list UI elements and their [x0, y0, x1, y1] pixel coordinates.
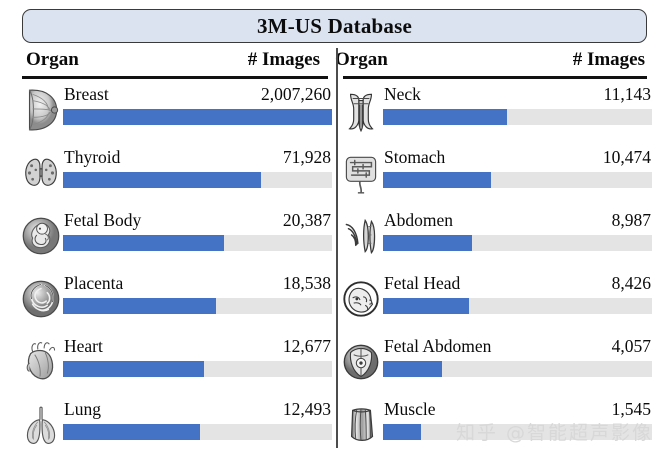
- image-count: 2,007,260: [261, 84, 331, 104]
- stomach-icon: [340, 149, 382, 197]
- page-title: 3M-US Database: [256, 13, 413, 38]
- organ-label: Fetal Body: [64, 210, 142, 230]
- breast-icon: [20, 86, 62, 134]
- image-count: 18,538: [282, 273, 331, 293]
- organ-label: Placenta: [64, 273, 124, 293]
- image-count: 4,057: [611, 336, 651, 356]
- organ-label: Stomach: [384, 147, 446, 167]
- heart-icon: [20, 338, 62, 386]
- table-row: Neck 11,143: [340, 84, 652, 147]
- column-divider: [336, 48, 338, 448]
- column-headers: Organ # Images Organ # Images: [22, 48, 647, 80]
- bar-fill: [63, 172, 261, 188]
- bar-fill: [63, 235, 225, 251]
- image-count: 20,387: [282, 210, 331, 230]
- table-row: Stomach 10,474: [340, 147, 652, 210]
- bar-fill: [63, 424, 201, 440]
- bar-fill: [383, 235, 472, 251]
- header-organ-left: Organ: [26, 49, 79, 70]
- bar-track: [63, 298, 332, 314]
- bar-fill: [383, 109, 507, 125]
- bar-track: [63, 235, 332, 251]
- bar-track: [383, 424, 652, 440]
- header-rule-right: [343, 76, 647, 79]
- bar-fill: [63, 298, 217, 314]
- organ-label: Lung: [64, 399, 101, 419]
- table-row: Thyroid 71,928: [20, 147, 332, 210]
- title-banner: 3M-US Database: [22, 9, 647, 43]
- bar-fill: [383, 424, 421, 440]
- bar-track: [63, 424, 332, 440]
- bar-fill: [63, 361, 205, 377]
- table-row: Placenta 18,538: [20, 273, 332, 336]
- table-row: Breast 2,007,260: [20, 84, 332, 147]
- table-row: Fetal Body 20,387: [20, 210, 332, 273]
- fetus-icon: [20, 212, 62, 260]
- bar-track: [63, 109, 332, 125]
- image-count: 11,143: [603, 84, 651, 104]
- organ-label: Neck: [384, 84, 421, 104]
- image-count: 8,426: [611, 273, 651, 293]
- thyroid-icon: [20, 149, 62, 197]
- image-count: 12,677: [282, 336, 331, 356]
- fetal-abdomen-icon: [340, 338, 382, 386]
- fetal-head-icon: [340, 275, 382, 323]
- bar-track: [383, 109, 652, 125]
- watermark: 知乎 @智能超声影像: [455, 422, 653, 444]
- muscle-icon: [340, 401, 382, 449]
- header-organ-right: Organ: [335, 49, 388, 70]
- image-count: 71,928: [282, 147, 331, 167]
- bar-track: [383, 298, 652, 314]
- header-rule-left: [22, 76, 328, 79]
- organ-label: Muscle: [384, 399, 436, 419]
- table-row: Abdomen 8,987: [340, 210, 652, 273]
- header-images-left: # Images: [247, 49, 320, 70]
- image-count: 10,474: [602, 147, 651, 167]
- table-row: Lung 12,493: [20, 399, 332, 462]
- abdomen-icon: [340, 212, 382, 260]
- placenta-icon: [20, 275, 62, 323]
- image-count: 12,493: [282, 399, 331, 419]
- right-column: Neck 11,143 Stomach 10,474 Abdomen 8,987 Fetal…: [340, 84, 652, 464]
- lung-icon: [20, 401, 62, 449]
- bar-track: [63, 361, 332, 377]
- organ-label: Heart: [64, 336, 103, 356]
- organ-label: Breast: [64, 84, 109, 104]
- table-row: Heart 12,677: [20, 336, 332, 399]
- bar-track: [383, 172, 652, 188]
- organ-label: Fetal Head: [384, 273, 461, 293]
- bar-track: [383, 235, 652, 251]
- bar-track: [63, 172, 332, 188]
- header-images-right: # Images: [572, 49, 645, 70]
- table-row: Fetal Head 8,426: [340, 273, 652, 336]
- organ-label: Abdomen: [384, 210, 454, 230]
- left-column: Breast 2,007,260 Thyroid 71,928 Fetal Body 20…: [20, 84, 332, 464]
- image-count: 8,987: [611, 210, 651, 230]
- table-row: Muscle 1,545: [340, 399, 652, 462]
- bar-track: [383, 361, 652, 377]
- bar-fill: [63, 109, 332, 125]
- organ-label: Thyroid: [64, 147, 121, 167]
- neck-icon: [340, 86, 382, 134]
- table-row: Fetal Abdomen 4,057: [340, 336, 652, 399]
- organ-label: Fetal Abdomen: [384, 336, 492, 356]
- bar-fill: [383, 172, 491, 188]
- image-count: 1,545: [611, 399, 651, 419]
- bar-fill: [383, 298, 470, 314]
- bar-fill: [383, 361, 443, 377]
